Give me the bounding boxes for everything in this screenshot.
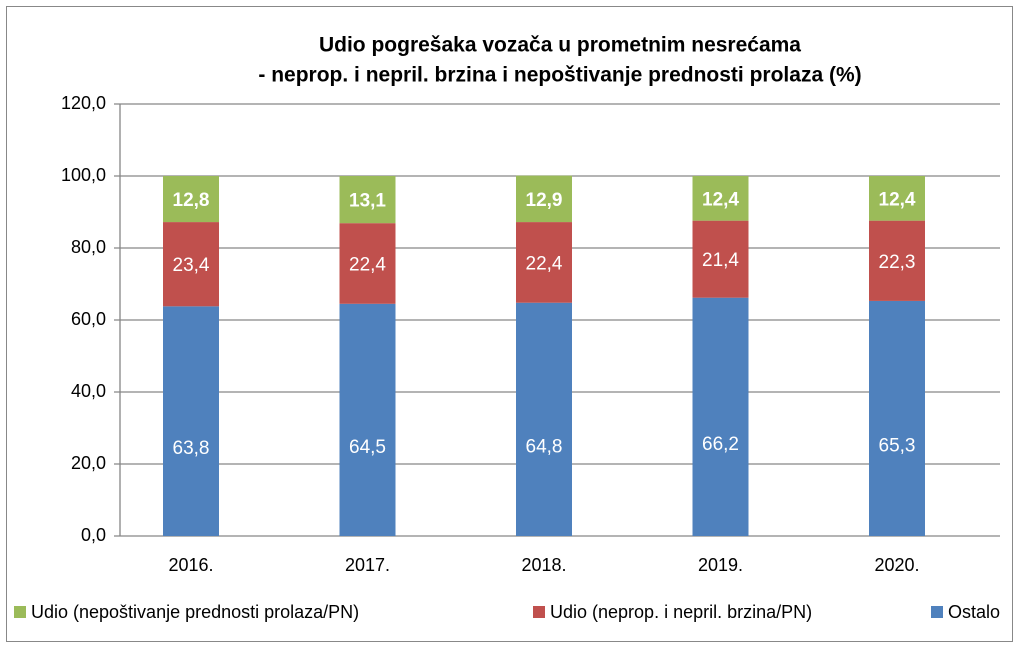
legend-label: Ostalo bbox=[948, 602, 1000, 622]
bar-segment bbox=[516, 302, 572, 536]
value-label: 12,9 bbox=[526, 190, 563, 211]
value-label: 63,8 bbox=[173, 438, 210, 459]
bar-segment bbox=[163, 222, 219, 307]
value-label: 12,4 bbox=[702, 189, 739, 210]
value-label: 12,8 bbox=[173, 190, 210, 211]
legend-swatch bbox=[14, 606, 26, 618]
value-label: 23,4 bbox=[173, 255, 210, 276]
value-label: 22,4 bbox=[349, 254, 386, 275]
x-tick-label: 2019. bbox=[698, 555, 743, 575]
legend-label: Udio (nepoštivanje prednosti prolaza/PN) bbox=[31, 602, 359, 622]
x-tick-label: 2020. bbox=[874, 555, 919, 575]
bar-segment bbox=[692, 176, 749, 221]
y-tick-label: 80,0 bbox=[71, 237, 106, 257]
bar-segment bbox=[516, 222, 572, 303]
bar-segment bbox=[339, 176, 396, 224]
y-tick-label: 120,0 bbox=[61, 93, 106, 113]
value-label: 22,4 bbox=[526, 253, 563, 274]
bar-segment bbox=[339, 303, 396, 536]
value-label: 65,3 bbox=[879, 435, 916, 456]
x-tick-label: 2016. bbox=[168, 555, 213, 575]
value-label: 22,3 bbox=[879, 252, 916, 273]
value-label: 12,4 bbox=[879, 189, 916, 210]
chart-title: Udio pogrešaka vozača u prometnim nesreć… bbox=[319, 34, 801, 57]
legend-swatch bbox=[931, 606, 943, 618]
y-tick-label: 60,0 bbox=[71, 309, 106, 329]
bar-segment bbox=[163, 176, 219, 223]
chart-border bbox=[6, 6, 1013, 642]
bar-segment bbox=[869, 176, 925, 221]
bar-segment bbox=[869, 220, 925, 301]
legend-swatch bbox=[533, 606, 545, 618]
bar-segment bbox=[516, 175, 572, 223]
y-tick-label: 100,0 bbox=[61, 165, 106, 185]
value-label: 64,5 bbox=[349, 437, 386, 458]
y-tick-label: 20,0 bbox=[71, 453, 106, 473]
value-label: 66,2 bbox=[702, 434, 739, 455]
value-label: 64,8 bbox=[526, 436, 563, 457]
y-tick-label: 0,0 bbox=[81, 525, 106, 545]
bar-segment bbox=[163, 306, 219, 536]
bar-segment bbox=[339, 223, 396, 304]
bar-segment bbox=[692, 220, 749, 298]
y-tick-label: 40,0 bbox=[71, 381, 106, 401]
bar-segment bbox=[692, 297, 749, 536]
x-tick-label: 2018. bbox=[521, 555, 566, 575]
value-label: 21,4 bbox=[702, 250, 739, 271]
x-tick-label: 2017. bbox=[345, 555, 390, 575]
value-label: 13,1 bbox=[349, 191, 386, 212]
bar-segment bbox=[869, 300, 925, 536]
legend-label: Udio (neprop. i nepril. brzina/PN) bbox=[550, 602, 812, 622]
chart-subtitle: - neprop. i nepril. brzina i nepoštivanj… bbox=[258, 64, 861, 87]
